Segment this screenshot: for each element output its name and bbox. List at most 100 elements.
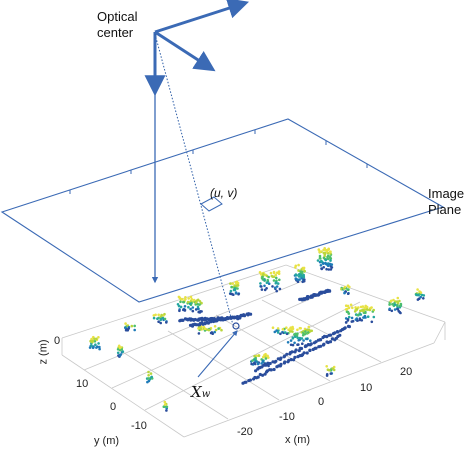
point <box>98 347 101 351</box>
point <box>351 306 354 310</box>
point <box>124 326 127 330</box>
point <box>330 337 334 341</box>
point <box>314 340 318 344</box>
point <box>281 328 285 331</box>
point <box>147 377 150 380</box>
point <box>200 301 203 305</box>
point <box>95 346 98 349</box>
point <box>186 300 190 304</box>
point <box>372 315 376 319</box>
point <box>350 320 354 323</box>
point <box>176 303 180 306</box>
point <box>348 285 351 289</box>
point <box>230 292 234 296</box>
image-plane-label: Image Plane <box>428 186 464 218</box>
point <box>162 405 166 409</box>
point <box>319 250 322 253</box>
camera-y-axis <box>154 30 216 72</box>
point <box>289 326 293 330</box>
point <box>330 263 334 266</box>
point <box>236 284 240 287</box>
point <box>305 337 309 341</box>
point <box>196 307 200 311</box>
point <box>289 339 293 342</box>
point <box>298 278 301 281</box>
point <box>90 337 93 341</box>
point <box>305 351 309 355</box>
point <box>213 325 217 328</box>
point <box>254 360 258 363</box>
point <box>188 302 192 306</box>
point <box>328 340 333 344</box>
point <box>329 333 333 337</box>
camera-frame <box>144 0 249 97</box>
point <box>422 297 425 300</box>
point <box>307 325 311 329</box>
point <box>274 359 278 363</box>
point <box>269 271 273 275</box>
point <box>370 320 374 324</box>
point <box>328 250 332 254</box>
image-plane-ticks <box>69 130 368 194</box>
point <box>256 375 260 379</box>
z-axis-label: z (m) <box>37 339 50 365</box>
point <box>237 292 240 296</box>
point <box>147 374 150 377</box>
point <box>229 289 233 293</box>
point <box>318 256 322 260</box>
point <box>250 362 253 366</box>
point <box>275 329 278 332</box>
point <box>178 309 181 313</box>
point <box>230 285 233 289</box>
point <box>368 308 371 312</box>
point <box>214 328 218 332</box>
y-axis-label: y (m) <box>94 435 120 447</box>
point <box>325 267 328 271</box>
point <box>220 328 223 332</box>
point <box>306 295 310 299</box>
point <box>333 331 337 335</box>
point <box>291 343 295 347</box>
point <box>116 348 120 351</box>
point <box>358 318 362 322</box>
point <box>354 306 357 309</box>
point <box>262 272 265 276</box>
point <box>271 326 275 330</box>
point <box>95 337 98 341</box>
point <box>178 296 181 300</box>
point <box>260 362 263 365</box>
point <box>277 272 281 276</box>
point <box>299 346 304 351</box>
point <box>302 273 306 277</box>
point <box>343 326 347 330</box>
point <box>147 379 151 383</box>
point <box>286 341 290 344</box>
point <box>253 354 256 358</box>
point <box>390 309 394 313</box>
point <box>254 369 258 373</box>
point <box>296 278 299 281</box>
point <box>217 327 220 330</box>
point <box>344 317 348 320</box>
point <box>329 259 332 262</box>
point <box>291 330 294 333</box>
point <box>298 275 302 278</box>
point <box>276 331 280 334</box>
point <box>363 306 367 310</box>
point <box>257 362 260 365</box>
point <box>267 364 270 368</box>
point <box>347 312 351 315</box>
z-tick-0: 0 <box>54 335 61 347</box>
point <box>97 336 100 339</box>
point <box>182 300 186 304</box>
point <box>393 308 397 311</box>
point <box>266 278 270 282</box>
point <box>189 295 193 299</box>
point <box>365 308 369 311</box>
point <box>399 302 403 306</box>
point <box>302 351 306 355</box>
point <box>343 291 346 295</box>
point <box>253 358 256 361</box>
point <box>325 263 329 266</box>
point <box>359 313 363 316</box>
